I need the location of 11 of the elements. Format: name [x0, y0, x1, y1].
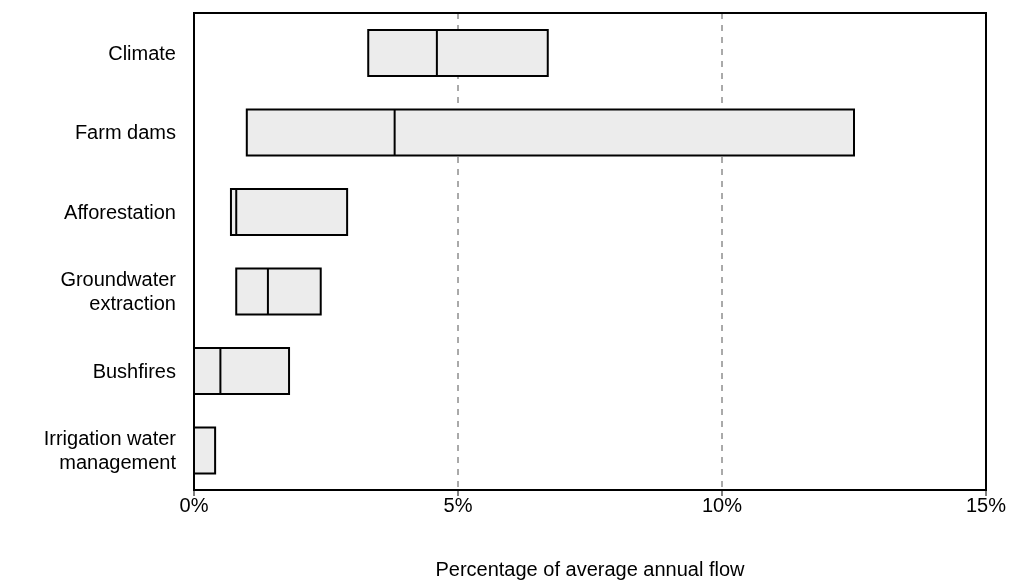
- y-tick-label: Bushfires: [92, 359, 176, 382]
- x-tick-label: 15%: [965, 494, 1007, 517]
- y-tick-label: Groundwater extraction: [60, 268, 177, 315]
- x-tick-label: 0%: [179, 494, 209, 517]
- y-tick-label: Afforestation: [64, 200, 176, 223]
- x-tick-label: 5%: [443, 494, 473, 517]
- y-tick-label: Climate: [108, 41, 176, 64]
- x-axis-title: Percentage of average annual flow: [435, 558, 746, 580]
- y-tick-label: Irrigation water management: [43, 427, 177, 474]
- y-tick-label: Farm dams: [74, 121, 176, 144]
- x-tick-label: 10%: [701, 494, 743, 517]
